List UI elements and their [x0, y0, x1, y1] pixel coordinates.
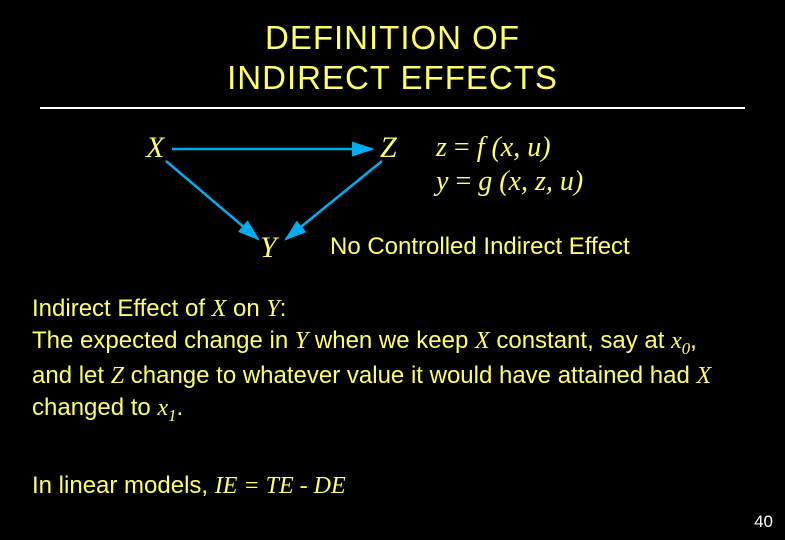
body-l4a: changed to: [32, 394, 157, 421]
no-controlled-text: No Controlled Indirect Effect: [330, 233, 630, 261]
title-line-2: INDIRECT EFFECTS: [227, 59, 558, 96]
body-heading-y: Y: [266, 296, 279, 322]
body-l4b: .: [176, 394, 183, 421]
body-paragraph: Indirect Effect of X on Y: The expected …: [0, 293, 785, 427]
eq1-lhs: z: [436, 132, 454, 163]
title-line-1: DEFINITION OF: [265, 19, 520, 56]
linear-line: In linear models, IE = TE - DE: [0, 472, 785, 500]
body-heading-x: X: [212, 296, 227, 322]
linear-minus: -: [294, 473, 314, 499]
node-x: X: [146, 131, 164, 165]
linear-ie: IE: [215, 473, 244, 499]
edge-z-y: [286, 161, 382, 239]
body-l3-x: X: [696, 363, 711, 389]
diagram: X Z Y z = f (x, u) y = g (x, z, u) No Co…: [0, 119, 785, 279]
slide-title: DEFINITION OF INDIRECT EFFECTS: [0, 0, 785, 97]
body-l4-xvar: x: [157, 395, 168, 421]
body-l3a: and let: [32, 362, 111, 389]
eq2-lhs: y: [436, 166, 455, 197]
page-number: 40: [754, 512, 773, 532]
eq2-rhs: g (x, z, u): [478, 166, 583, 197]
body-l2-sub0: 0: [682, 339, 690, 358]
body-l2-x: X: [475, 328, 490, 354]
linear-te: TE: [266, 473, 294, 499]
linear-eq: =: [243, 473, 265, 499]
eq2-eq: =: [455, 166, 478, 197]
body-l2a: The expected change in: [32, 327, 295, 354]
body-l2c: constant, say at: [490, 327, 671, 354]
slide: DEFINITION OF INDIRECT EFFECTS X Z Y z =…: [0, 0, 785, 540]
linear-de: DE: [314, 473, 346, 499]
eq1-rhs: f (x, u): [477, 132, 551, 163]
body-heading-suffix: :: [280, 295, 287, 322]
edge-x-y: [166, 161, 258, 239]
title-rule: [40, 107, 745, 109]
body-l3-z: Z: [111, 363, 124, 389]
linear-prefix: In linear models,: [32, 472, 215, 499]
body-l3b: change to whatever value it would have a…: [124, 362, 696, 389]
body-l2d: ,: [690, 327, 697, 354]
node-z: Z: [380, 131, 397, 165]
body-l2b: when we keep: [308, 327, 475, 354]
body-heading-mid: on: [226, 295, 266, 322]
body-l2-xvar: x: [671, 328, 682, 354]
eq1-eq: =: [454, 132, 477, 163]
node-y: Y: [260, 231, 277, 265]
body-heading-prefix: Indirect Effect of: [32, 295, 212, 322]
equations: z = f (x, u) y = g (x, z, u): [436, 131, 583, 198]
body-l2-y: Y: [295, 328, 308, 354]
